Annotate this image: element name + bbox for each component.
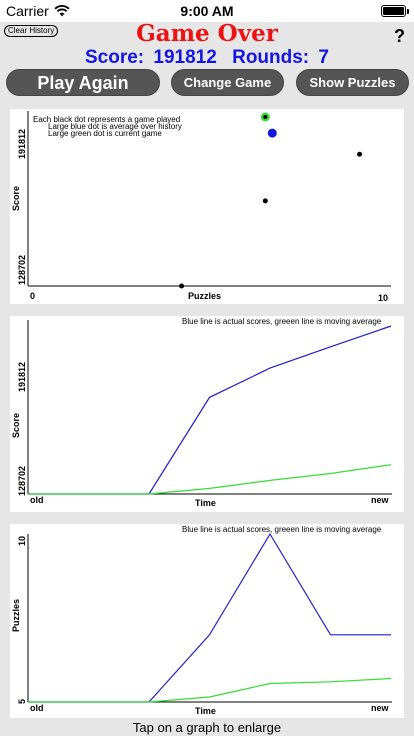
x-axis-label: Time [195, 706, 216, 716]
game-dot-1 [179, 283, 185, 289]
score-line-chart[interactable]: Blue line is actual scores, greeen line … [10, 316, 404, 512]
status-bar: Carrier 9:00 AM [0, 0, 414, 22]
clock: 9:00 AM [180, 3, 234, 19]
x-tick-left: 0 [30, 291, 35, 301]
y-tick-bottom: 128702 [17, 255, 27, 285]
x-tick-right: new [371, 703, 390, 713]
y-tick-top: 10 [17, 536, 27, 546]
score-value: 191812 [153, 47, 217, 68]
moving-average-line [28, 464, 392, 495]
clear-history-button[interactable]: Clear History [4, 25, 59, 37]
y-tick-bottom: 5 [17, 699, 27, 704]
help-button[interactable]: ? [394, 26, 405, 46]
y-tick-bottom: 128702 [17, 466, 27, 496]
battery-icon [381, 5, 409, 17]
x-tick-left: old [30, 703, 44, 713]
game-dot-3 [357, 151, 363, 157]
footer-hint: Tap on a graph to enlarge [132, 720, 282, 735]
legend-note-3: Large green dot is current game [48, 129, 162, 138]
carrier-group: Carrier [6, 3, 70, 19]
wifi-icon [54, 5, 70, 17]
current-game-dot-center [263, 115, 268, 119]
puzzles-line-chart[interactable]: Blue line is actual scores, greeen line … [10, 524, 404, 718]
moving-average-line [28, 677, 392, 703]
scatter-chart[interactable]: Each black dot represents a game played … [10, 109, 404, 304]
change-game-button[interactable]: Change Game [171, 69, 284, 96]
y-axis-label: Score [11, 413, 21, 438]
actual-score-line [28, 532, 391, 703]
score-summary: Score: 191812 Rounds: 7 [0, 47, 414, 69]
actual-score-line [28, 325, 392, 495]
play-again-button[interactable]: Play Again [6, 69, 160, 96]
game-dot-2 [262, 198, 268, 204]
score-vs-puzzles-graph[interactable]: Each black dot represents a game played … [10, 109, 404, 304]
y-tick-top: 191812 [17, 129, 27, 159]
page-title: Game Over [136, 20, 278, 47]
average-dot [267, 128, 277, 138]
show-puzzles-button[interactable]: Show Puzzles [296, 69, 409, 96]
score-history-graph[interactable]: Blue line is actual scores, greeen line … [10, 316, 404, 512]
x-tick-left: old [30, 495, 44, 505]
chart-note: Blue line is actual scores, greeen line … [182, 317, 382, 326]
y-axis-label: Score [11, 186, 21, 211]
y-tick-top: 191812 [17, 362, 27, 392]
puzzle-history-graph[interactable]: Blue line is actual scores, greeen line … [10, 524, 404, 718]
x-axis-label: Puzzles [188, 291, 221, 301]
x-axis-label: Time [195, 498, 216, 508]
rounds-label: Rounds: [232, 47, 310, 68]
x-tick-right: new [371, 495, 390, 505]
legend-note-1: Each black dot represents a game played [33, 115, 180, 124]
legend-note-2: Large blue dot is average over history [48, 122, 182, 131]
chart-note: Blue line is actual scores, greeen line … [182, 525, 382, 534]
score-label: Score: [84, 47, 145, 68]
carrier-label: Carrier [6, 3, 49, 19]
y-axis-label: Puzzles [11, 599, 21, 632]
x-tick-right: 10 [378, 293, 388, 303]
rounds-value: 7 [318, 47, 329, 68]
